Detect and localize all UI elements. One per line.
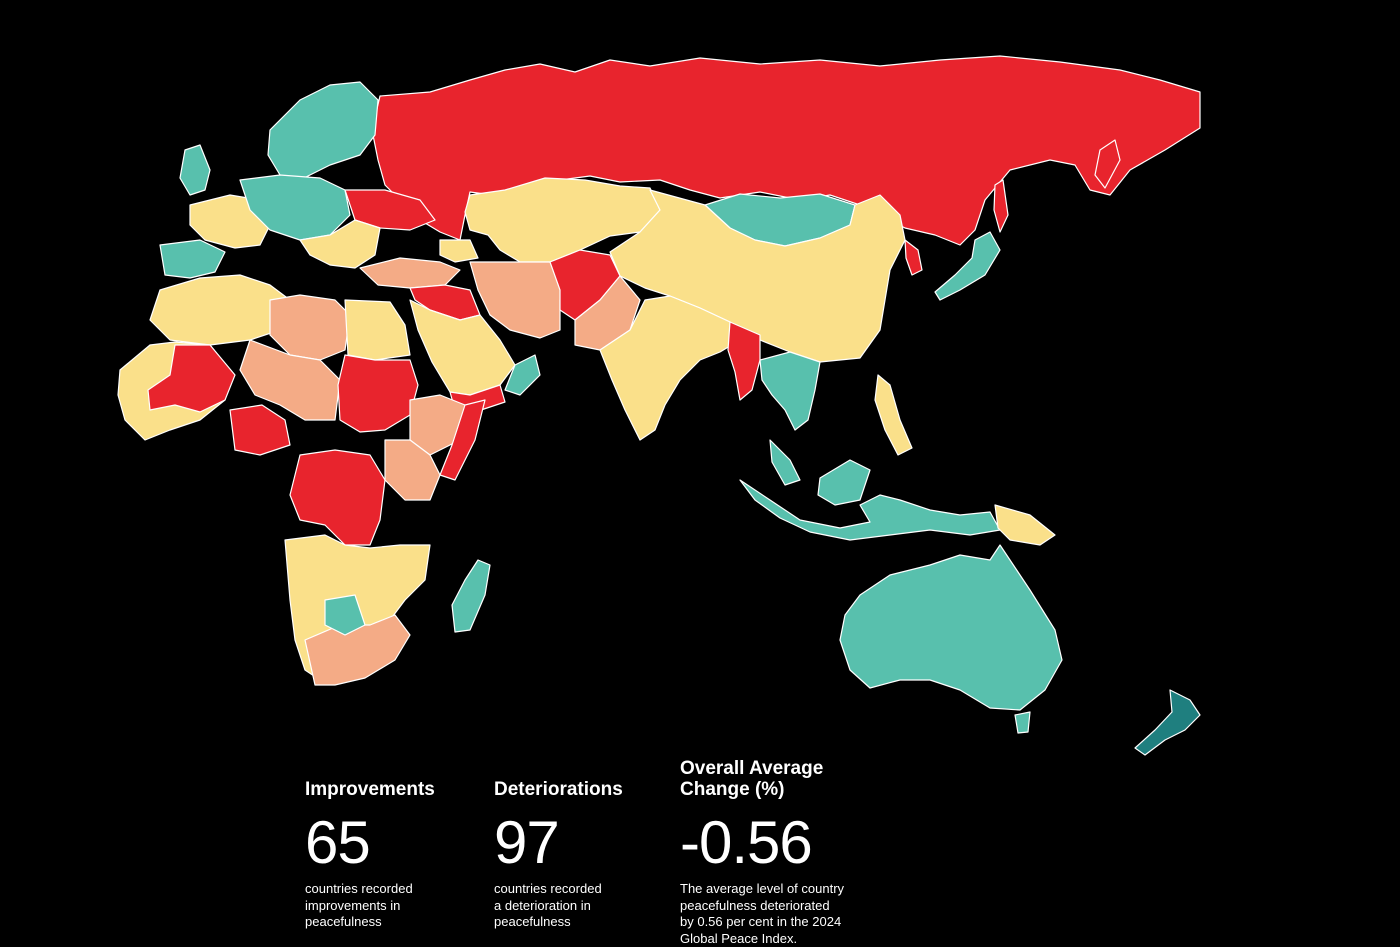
- region-somalia: [439, 399, 486, 481]
- region-japan: [934, 231, 1001, 301]
- region-png: [994, 504, 1056, 546]
- improvements-stat: Improvements 65 countries recorded impro…: [305, 779, 475, 931]
- region-india: [599, 295, 741, 441]
- region-se-asia: [759, 351, 821, 431]
- improvements-value: 65: [305, 809, 371, 876]
- region-kazakhstan: [464, 177, 661, 263]
- region-korea: [904, 239, 923, 276]
- region-caucasus: [439, 239, 479, 263]
- average-change-heading: Overall Average Change (%): [680, 758, 824, 800]
- average-change-description: The average level of country peacefulnes…: [680, 881, 845, 946]
- deteriorations-value: 97: [494, 809, 560, 876]
- region-mali: [147, 344, 236, 413]
- region-oman: [504, 354, 541, 396]
- region-sudan: [337, 354, 419, 433]
- region-balkans: [299, 219, 381, 269]
- average-change-value: -0.56: [680, 809, 813, 876]
- region-egypt: [344, 299, 411, 361]
- region-myanmar: [727, 321, 761, 401]
- region-libya: [269, 294, 351, 361]
- improvements-heading: Improvements: [305, 779, 435, 800]
- region-philippines: [874, 374, 913, 456]
- region-uk: [179, 144, 211, 196]
- region-central-europe: [239, 174, 351, 241]
- region-saudi-arabia: [409, 299, 516, 396]
- region-tasmania: [1014, 711, 1031, 734]
- average-change-stat: Overall Average Change (%) -0.56 The ave…: [680, 758, 880, 947]
- deteriorations-stat: Deteriorations 97 countries recorded a d…: [494, 779, 664, 931]
- region-chad-niger: [239, 339, 341, 421]
- region-east-africa: [384, 439, 441, 501]
- region-pakistan: [574, 275, 641, 351]
- deteriorations-heading: Deteriorations: [494, 779, 623, 800]
- region-sakhalin: [993, 179, 1009, 233]
- improvements-description: countries recorded improvements in peace…: [305, 881, 413, 929]
- region-iberia: [159, 239, 226, 279]
- region-kamchatka: [1094, 139, 1121, 189]
- region-borneo: [817, 459, 871, 506]
- deteriorations-description: countries recorded a deterioration in pe…: [494, 881, 602, 929]
- region-north-africa: [149, 274, 291, 346]
- region-scandinavia: [267, 81, 379, 181]
- region-madagascar: [451, 559, 491, 633]
- region-nigeria: [229, 404, 291, 456]
- region-botswana: [324, 594, 366, 636]
- region-australia: [839, 544, 1063, 711]
- region-malaysia: [769, 439, 801, 486]
- region-iran: [469, 261, 566, 339]
- region-drc: [289, 449, 386, 546]
- region-turkey: [359, 257, 461, 289]
- region-indonesia: [739, 479, 1001, 541]
- peace-change-map: [117, 55, 1201, 756]
- region-new-zealand: [1134, 689, 1201, 756]
- region-china: [609, 189, 906, 363]
